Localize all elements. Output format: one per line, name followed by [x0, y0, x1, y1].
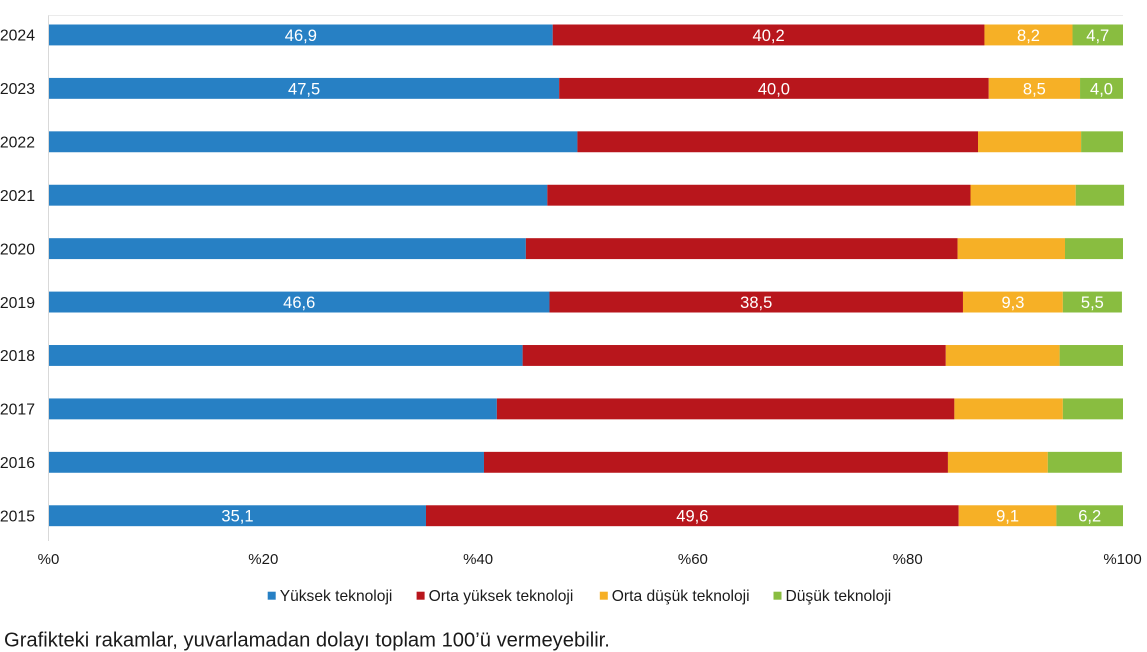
svg-text:Grafikteki rakamlar, yuvarlama: Grafikteki rakamlar, yuvarlamadan dolayı…	[4, 629, 610, 651]
svg-text:Düşük teknoloji: Düşük teknoloji	[786, 588, 892, 605]
svg-text:%20: %20	[248, 551, 278, 568]
svg-text:46,6: 46,6	[283, 294, 315, 312]
svg-text:2024: 2024	[0, 28, 35, 45]
svg-text:4,7: 4,7	[1086, 27, 1109, 45]
svg-text:46,9: 46,9	[285, 27, 317, 45]
svg-text:35,1: 35,1	[221, 508, 253, 526]
svg-text:2017: 2017	[0, 402, 35, 419]
svg-text:8,2: 8,2	[1017, 27, 1040, 45]
svg-text:%80: %80	[893, 551, 923, 568]
svg-text:%100: %100	[1103, 551, 1141, 568]
svg-text:49,6: 49,6	[676, 508, 708, 526]
svg-text:2019: 2019	[0, 295, 35, 312]
svg-text:Yüksek teknoloji: Yüksek teknoloji	[280, 588, 393, 605]
svg-text:Orta düşük teknoloji: Orta düşük teknoloji	[612, 588, 750, 605]
svg-text:%60: %60	[678, 551, 708, 568]
svg-text:Orta yüksek teknoloji: Orta yüksek teknoloji	[429, 588, 574, 605]
svg-text:9,3: 9,3	[1001, 294, 1024, 312]
svg-text:47,5: 47,5	[288, 80, 320, 98]
svg-text:2020: 2020	[0, 241, 35, 258]
svg-text:2023: 2023	[0, 81, 35, 98]
svg-text:8,5: 8,5	[1023, 80, 1046, 98]
svg-text:4,0: 4,0	[1090, 80, 1113, 98]
svg-text:2015: 2015	[0, 508, 35, 525]
svg-text:2022: 2022	[0, 135, 35, 152]
svg-text:40,0: 40,0	[758, 80, 790, 98]
svg-text:40,2: 40,2	[753, 27, 785, 45]
svg-text:6,2: 6,2	[1078, 508, 1101, 526]
svg-text:2016: 2016	[0, 455, 35, 472]
svg-text:%40: %40	[463, 551, 493, 568]
svg-text:38,5: 38,5	[740, 294, 772, 312]
svg-text:2021: 2021	[0, 188, 35, 205]
svg-text:5,5: 5,5	[1081, 294, 1104, 312]
svg-text:2018: 2018	[0, 348, 35, 365]
svg-text:%0: %0	[38, 551, 60, 568]
svg-text:9,1: 9,1	[996, 508, 1019, 526]
